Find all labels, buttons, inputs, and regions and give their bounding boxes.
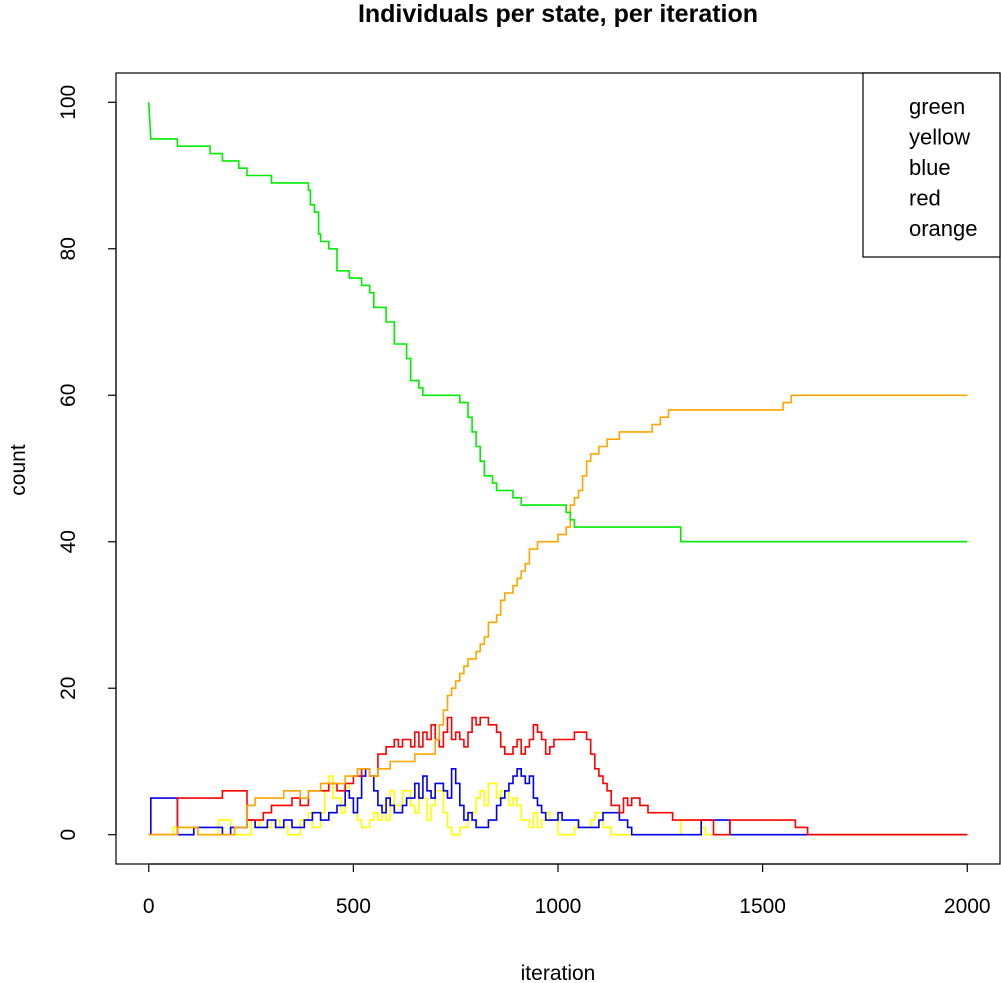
series-line-blue [148, 768, 968, 836]
legend-entry-red: red [909, 186, 941, 211]
y-tick-label: 20 [57, 677, 80, 700]
x-tick-label: 1000 [535, 895, 582, 918]
legend-box [862, 72, 1001, 258]
y-tick-label: 60 [57, 384, 80, 407]
x-tick-label: 0 [143, 895, 155, 918]
series-line-green [147, 102, 968, 543]
chart-title: Individuals per state, per iteration [358, 0, 758, 28]
x-tick-label: 500 [336, 895, 371, 918]
y-axis: 0 20 40 60 80 100 [57, 85, 117, 841]
x-axis: 0 500 1000 1500 2000 [143, 863, 991, 918]
y-tick-label: 80 [57, 237, 80, 260]
y-axis-label: count [7, 444, 30, 496]
legend-entry-orange: orange [909, 216, 978, 241]
y-tick-label: 100 [57, 85, 80, 120]
y-tick-label: 40 [57, 530, 80, 553]
legend-entry-green: green [909, 94, 965, 119]
series-line-orange [148, 394, 968, 836]
y-tick-label: 0 [57, 829, 80, 841]
series-line-red [148, 716, 968, 836]
legend-entry-blue: blue [909, 155, 951, 180]
legend-entry-yellow: yellow [909, 125, 970, 150]
legend: green yellow blue red orange [862, 72, 1001, 258]
series-layer [147, 102, 968, 836]
x-tick-label: 1500 [739, 895, 786, 918]
x-axis-label: iteration [521, 962, 596, 983]
x-tick-label: 2000 [944, 895, 991, 918]
